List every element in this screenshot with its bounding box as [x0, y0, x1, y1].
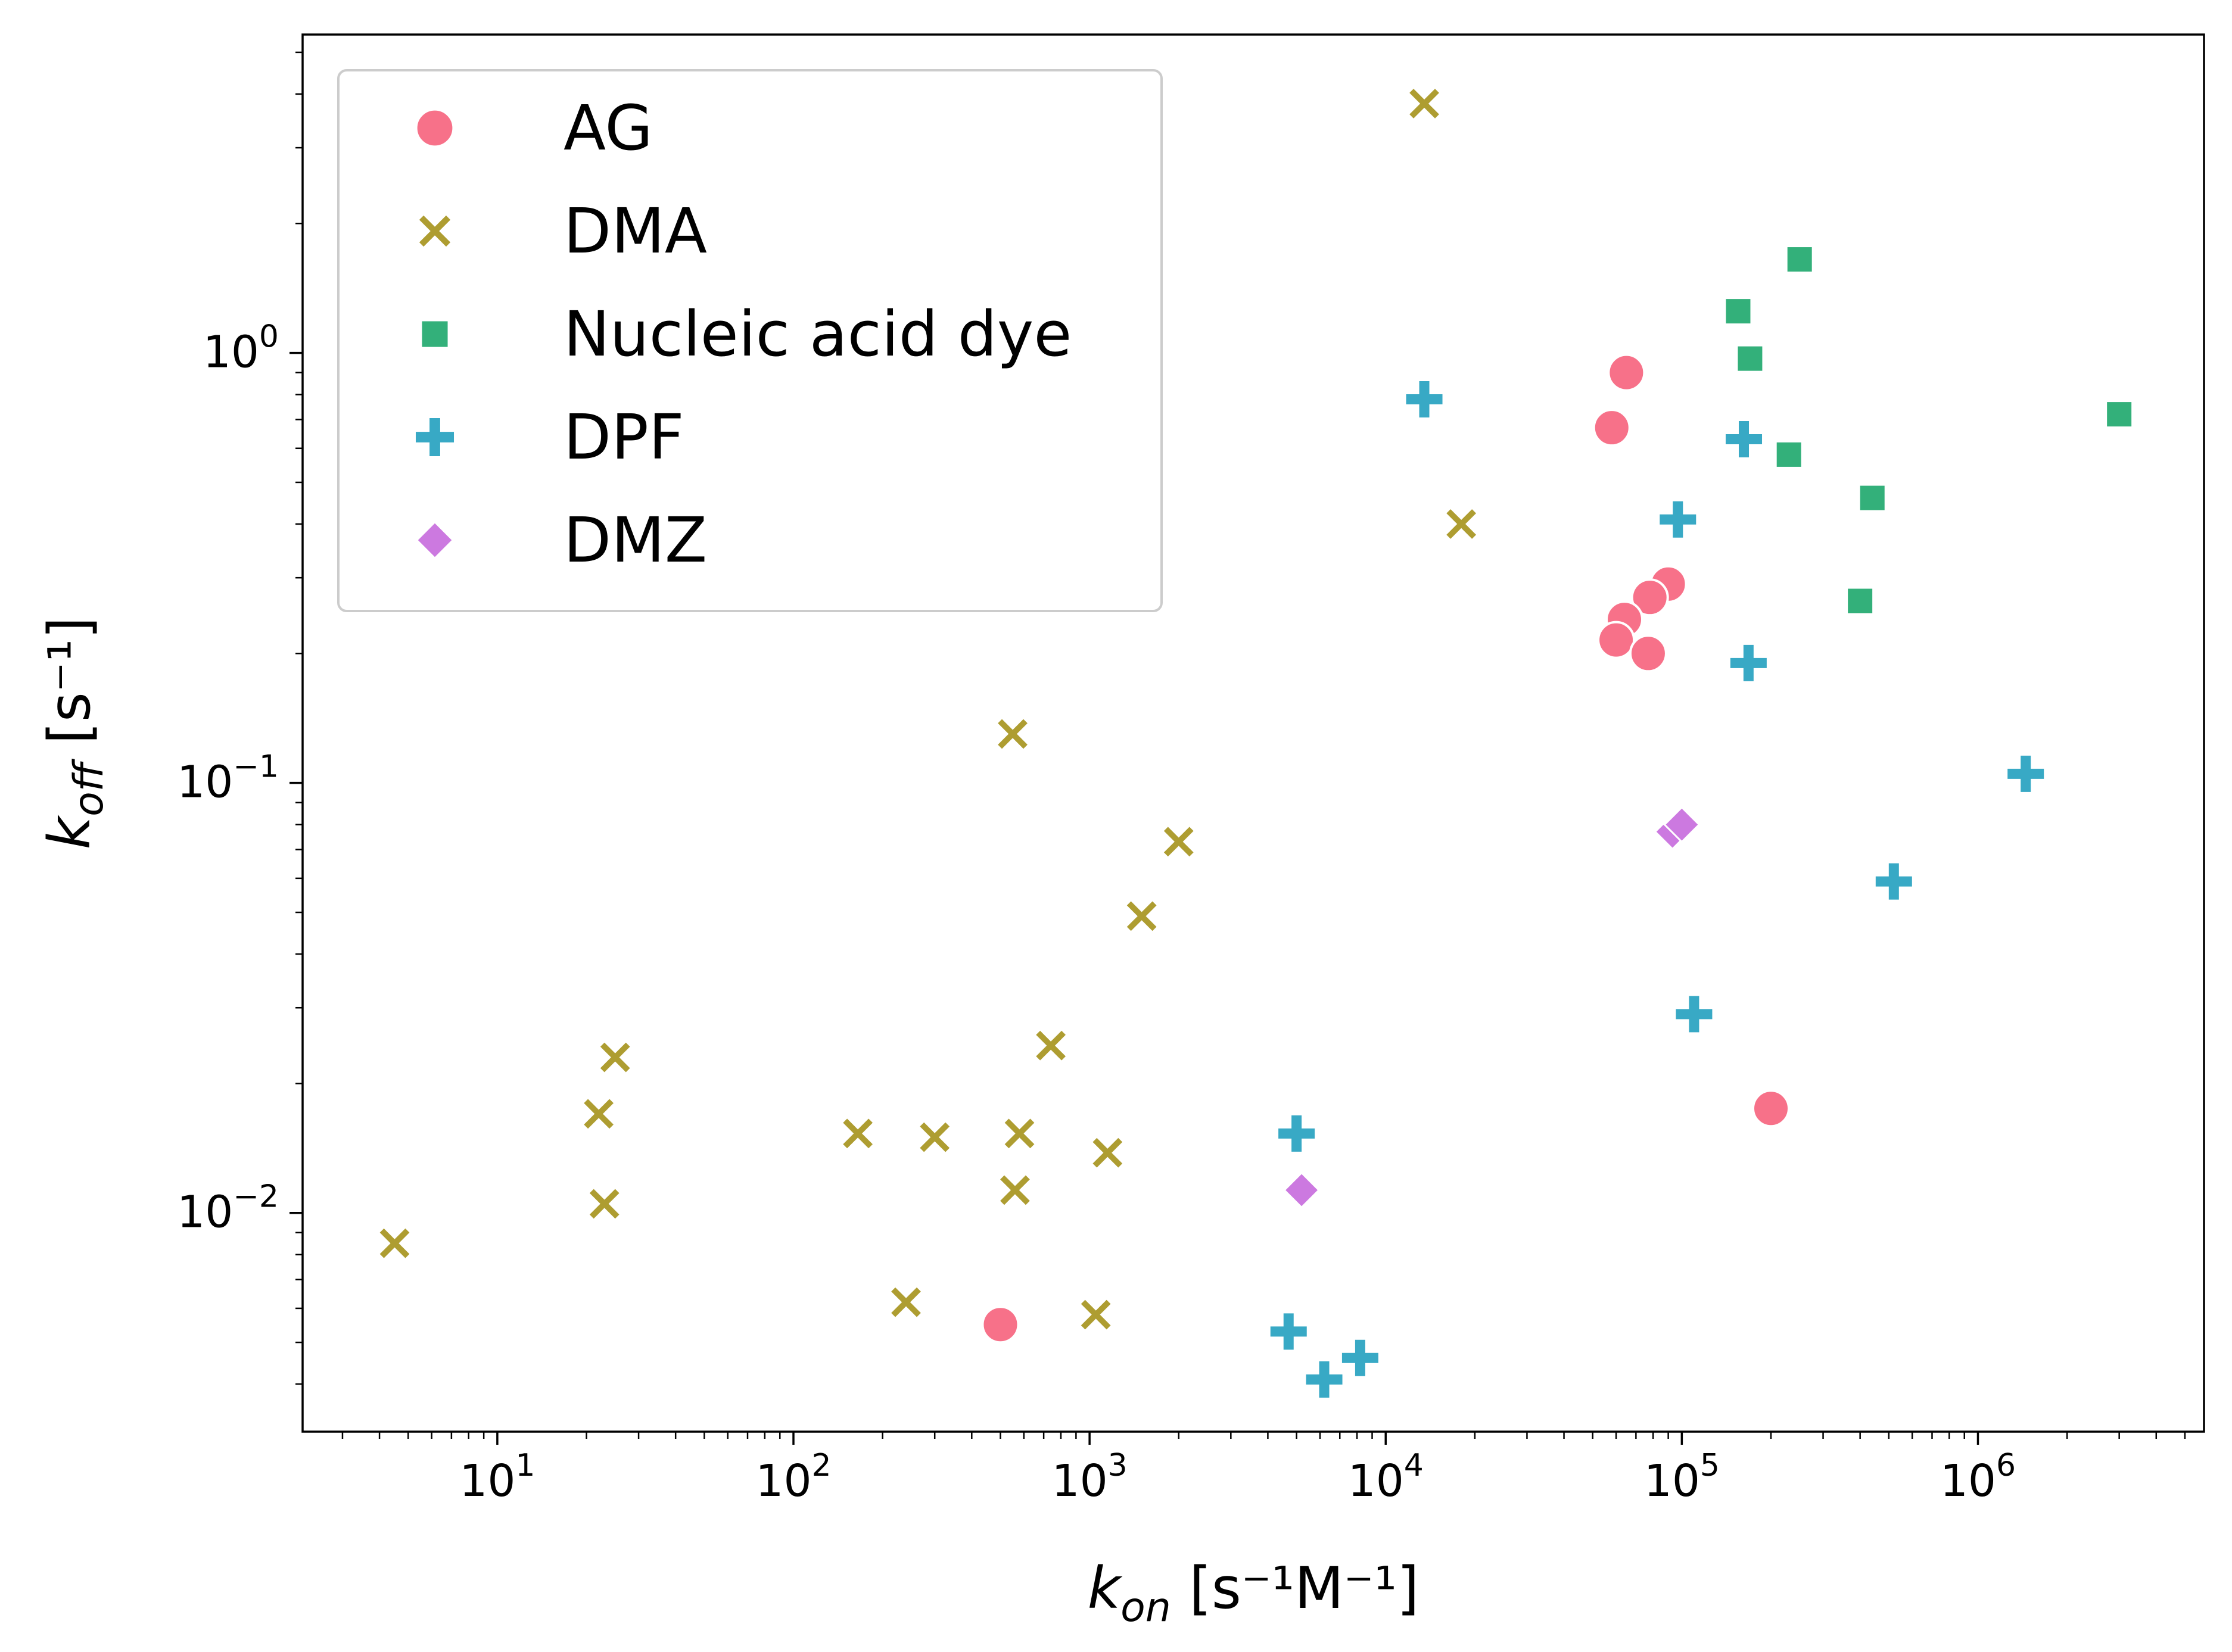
- data-point: [1268, 1311, 1309, 1352]
- series-dpf: [1268, 379, 2046, 1399]
- data-point: [1078, 1297, 1113, 1332]
- data-point: [1597, 621, 1636, 659]
- y-tick-label: 10−1: [177, 749, 279, 808]
- data-point: [840, 1116, 876, 1151]
- legend-marker: [415, 108, 455, 148]
- data-point: [1873, 861, 1914, 902]
- data-point: [1658, 499, 1698, 540]
- data-point: [1663, 806, 1701, 843]
- data-point: [997, 1173, 1033, 1208]
- data-point: [1785, 245, 1814, 274]
- legend-label: DMA: [564, 195, 707, 267]
- legend-label: Nucleic acid dye: [564, 298, 1072, 370]
- data-point: [1629, 634, 1667, 673]
- legend-label: DMZ: [564, 504, 707, 576]
- axes: 101 102 103 104 105 106 10−2 10−1 100 kon [s⁻¹M⁻¹…: [36, 33, 2205, 1631]
- data-point: [1282, 1171, 1321, 1209]
- data-point: [1444, 506, 1479, 542]
- data-point: [1775, 440, 1803, 469]
- x-tick-label: 106: [1940, 1448, 2016, 1507]
- x-tick-label: 105: [1644, 1448, 1720, 1507]
- data-point: [2105, 400, 2134, 429]
- data-point: [1277, 1113, 1317, 1154]
- data-point: [377, 1226, 412, 1261]
- legend-entry: DMZ: [415, 504, 707, 576]
- data-point: [1404, 379, 1445, 420]
- data-point: [587, 1186, 622, 1221]
- data-point: [1033, 1028, 1069, 1063]
- x-tick-label: 103: [1051, 1448, 1127, 1507]
- data-point: [597, 1040, 633, 1075]
- data-point: [1630, 578, 1669, 617]
- x-tick-label: 104: [1348, 1448, 1424, 1507]
- series-dmz: [1282, 806, 1701, 1209]
- series-nucleic-acid-dye: [1724, 245, 2134, 615]
- data-point: [1724, 297, 1752, 326]
- legend-entry: DPF: [413, 401, 684, 473]
- legend-label: DPF: [564, 401, 684, 473]
- data-point: [1592, 409, 1631, 447]
- data-point: [995, 716, 1031, 752]
- data-point: [1406, 86, 1442, 121]
- series-dma: [377, 86, 1479, 1332]
- x-tick-label: 101: [459, 1448, 535, 1507]
- legend-marker: [415, 520, 455, 560]
- y-tick-label: 10−2: [177, 1179, 279, 1238]
- plot-area: [377, 86, 2134, 1399]
- legend-box: [337, 69, 1163, 612]
- series-ag: [981, 353, 1791, 1344]
- data-point: [888, 1285, 924, 1320]
- y-tick-label: 100: [203, 319, 279, 378]
- data-point: [1161, 824, 1196, 859]
- data-point: [1752, 1089, 1791, 1128]
- data-point: [1724, 419, 1764, 459]
- data-point: [1674, 994, 1714, 1034]
- legend-entry: AG: [415, 92, 653, 164]
- legend-label: AG: [564, 92, 653, 164]
- data-point: [1736, 344, 1764, 373]
- x-axis-label: kon [s⁻¹M⁻¹]: [1088, 1555, 1419, 1631]
- data-point: [1846, 587, 1875, 615]
- data-point: [1858, 484, 1887, 512]
- plot-frame: [301, 33, 2205, 1433]
- data-point: [1090, 1135, 1125, 1170]
- data-point: [1607, 353, 1646, 392]
- data-point: [1340, 1338, 1380, 1378]
- data-point: [917, 1120, 952, 1155]
- data-point: [2006, 753, 2046, 794]
- data-point: [981, 1305, 1020, 1344]
- y-axis-label: koff [s⁻¹]: [36, 617, 113, 850]
- legend-marker: [413, 416, 456, 459]
- data-point: [1728, 643, 1769, 683]
- x-tick-label: 102: [755, 1448, 831, 1507]
- legend-marker: [416, 213, 453, 250]
- legend-entry: DMA: [416, 195, 707, 267]
- legend-marker: [420, 319, 450, 349]
- data-point: [1124, 899, 1159, 934]
- legend: AG DMA Nucleic acid dye DPF DMZ: [337, 69, 1163, 612]
- legend-entry: Nucleic acid dye: [420, 298, 1072, 370]
- data-point: [1304, 1359, 1344, 1399]
- data-point: [1002, 1116, 1037, 1151]
- data-point: [581, 1096, 617, 1132]
